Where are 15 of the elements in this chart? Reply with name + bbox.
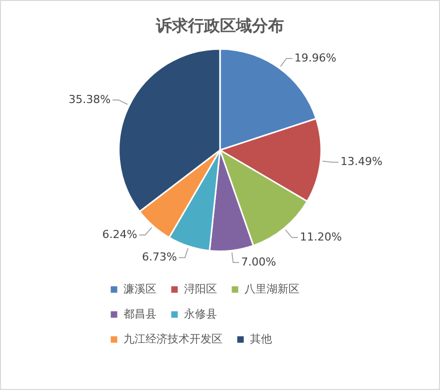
legend-label: 浔阳区 — [184, 282, 217, 296]
chart-title: 诉求行政区域分布 — [155, 16, 284, 35]
data-label: 13.49% — [340, 155, 382, 168]
data-label: 6.24% — [102, 228, 138, 241]
data-label: 11.20% — [300, 230, 342, 244]
legend-label: 八里湖新区 — [244, 282, 300, 296]
legend-label: 九江经济技术开发区 — [124, 332, 222, 346]
data-label: 7.00% — [241, 255, 276, 268]
legend-label: 都昌县 — [124, 307, 156, 320]
legend-label: 永修县 — [184, 307, 217, 320]
legend-label: 濂溪区 — [124, 282, 156, 296]
data-label: 35.38% — [68, 92, 111, 106]
data-label: 19.96% — [294, 51, 336, 64]
legend-label: 其他 — [250, 332, 272, 346]
data-label: 6.73% — [142, 250, 177, 264]
